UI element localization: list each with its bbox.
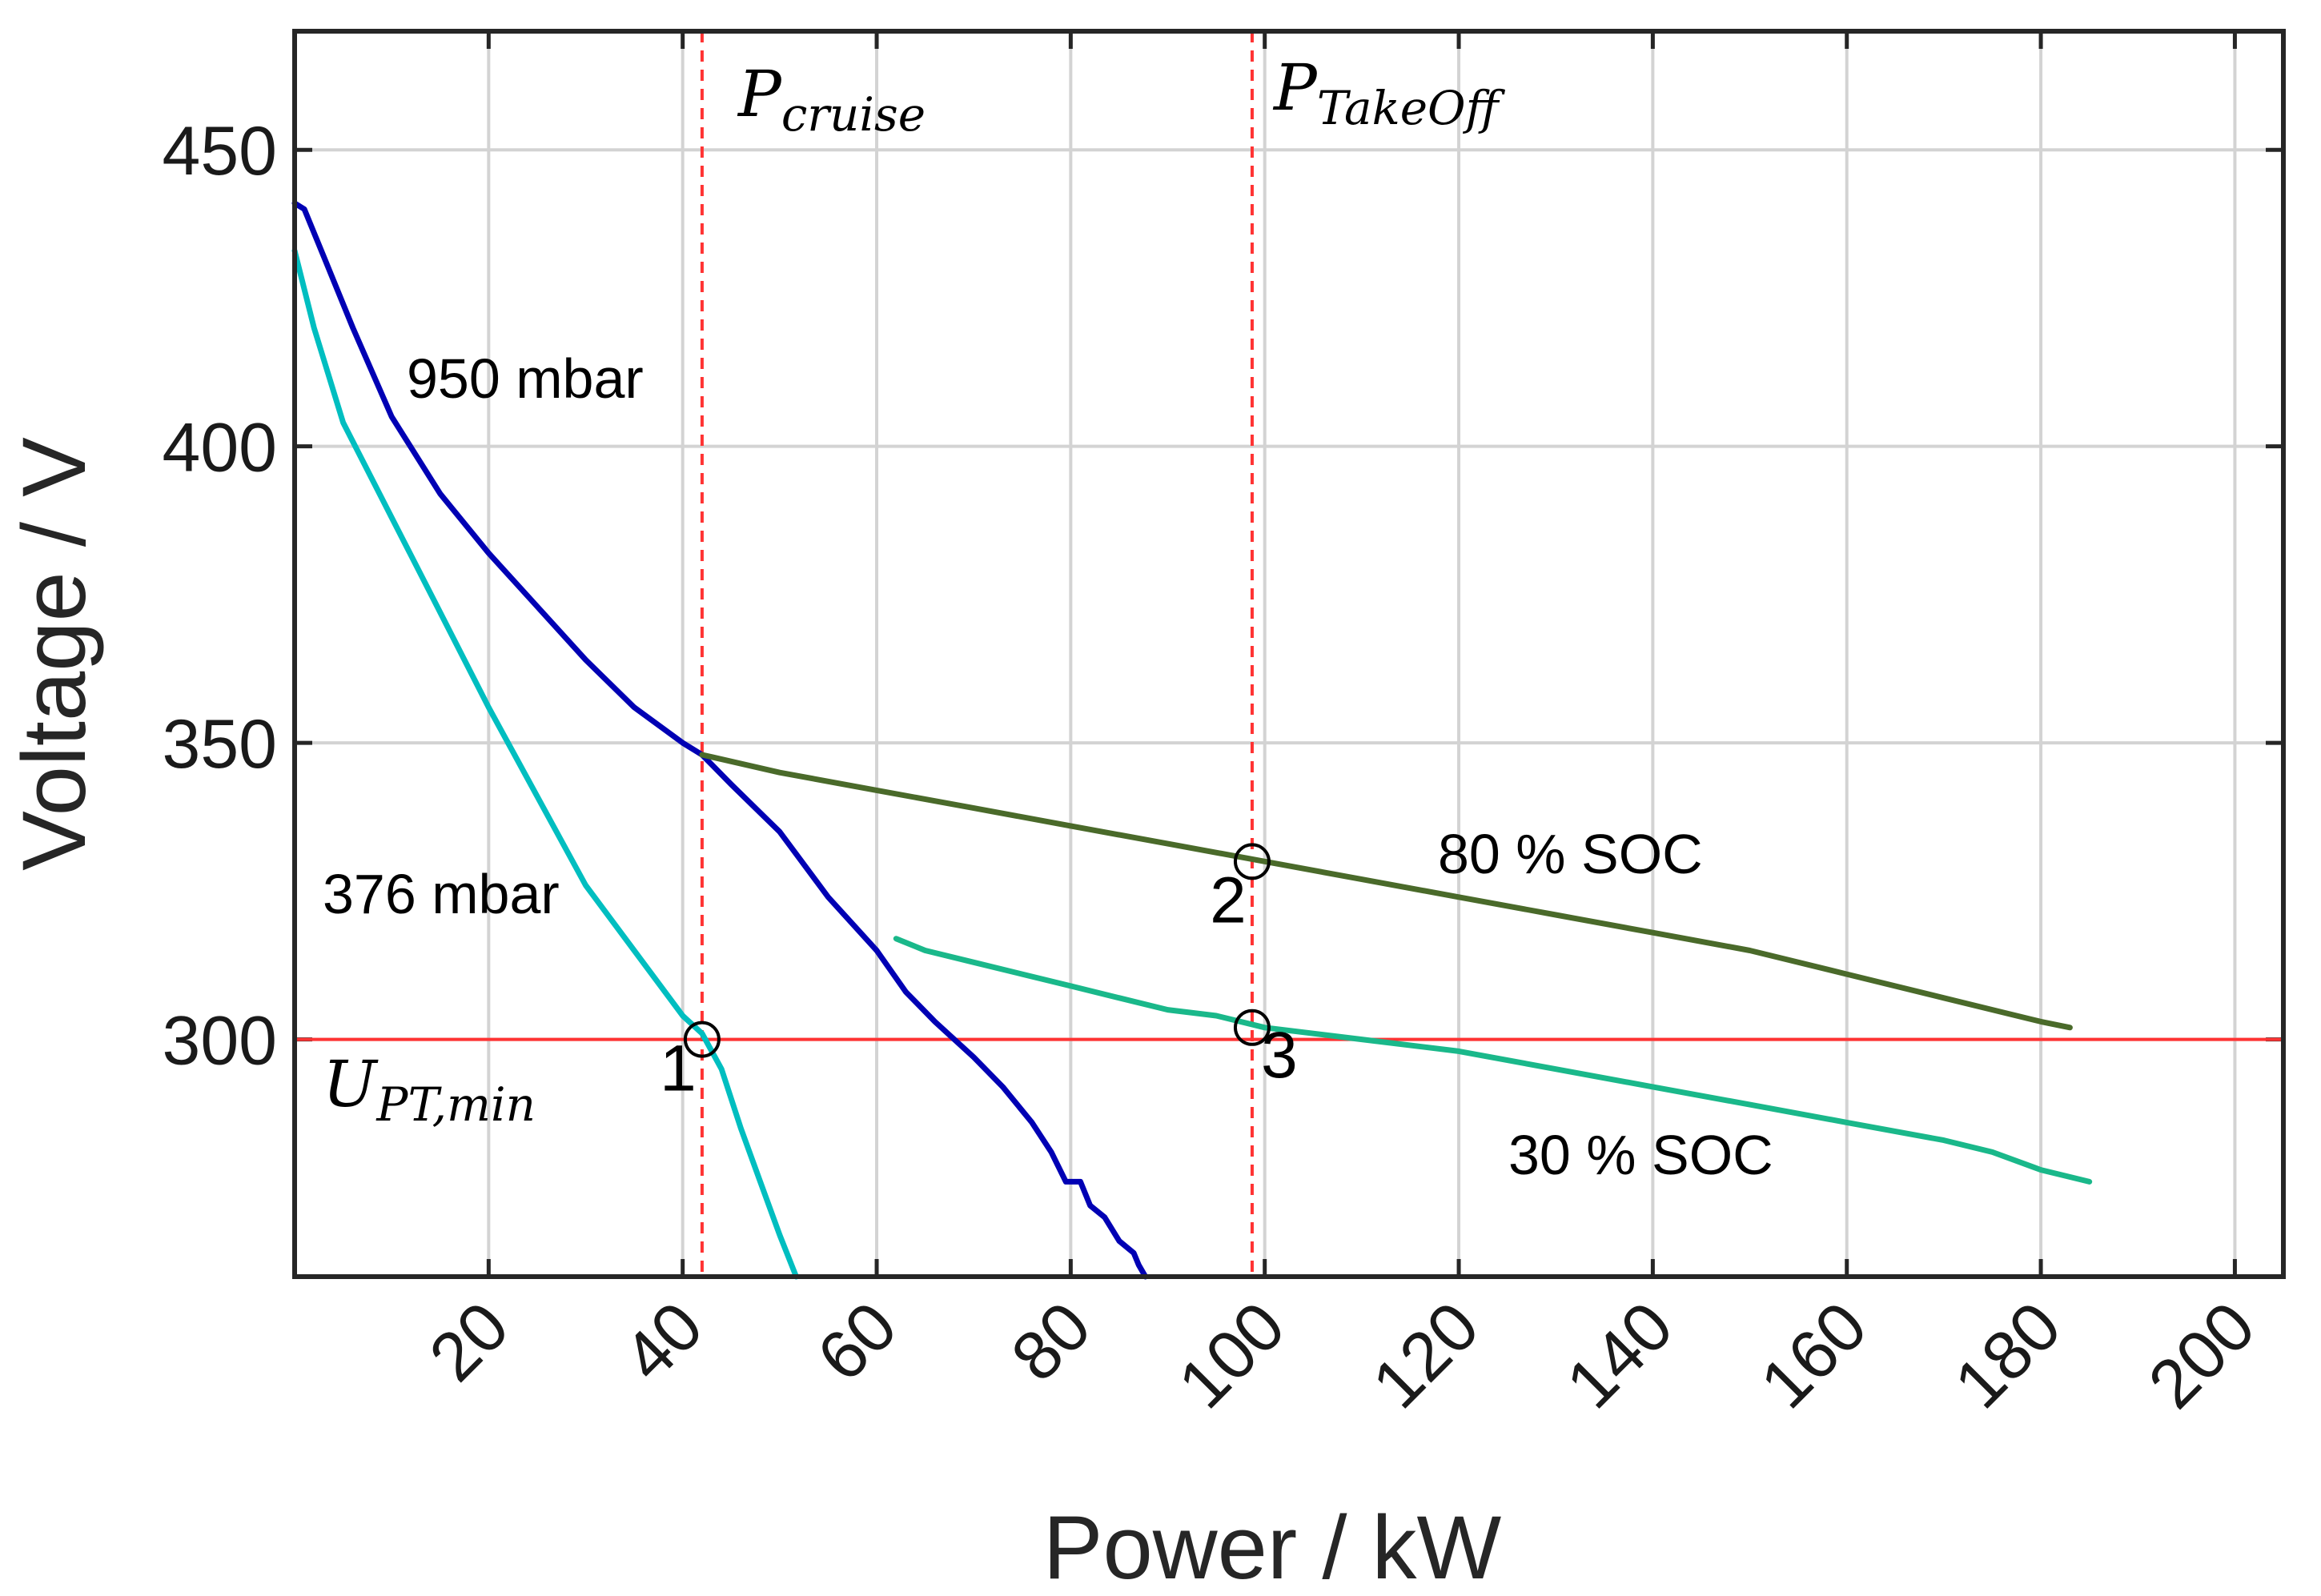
p-takeoff-base: P (1272, 50, 1318, 125)
annotation-30-soc: 30 % SOC (1508, 1124, 1773, 1186)
p-takeoff-label: PTakeOff (1272, 50, 1506, 135)
reference-lines (295, 31, 2283, 1277)
point-marker-3 (1233, 1009, 1271, 1046)
y-tick-labels: 300 350 400 450 (163, 113, 278, 1079)
series-line-30-soc (893, 936, 2093, 1185)
plot-area (295, 31, 2283, 1277)
annotation-376-mbar: 376 mbar (323, 863, 560, 925)
y-axis-title: Voltage / V (4, 437, 104, 871)
point-marker-2 (1233, 843, 1271, 880)
annotation-950-mbar: 950 mbar (407, 347, 644, 410)
y-tick-label: 450 (163, 113, 278, 190)
series-line-376-mbar (291, 247, 799, 1280)
point-marker-1 (683, 1021, 721, 1058)
y-tick-label: 400 (163, 410, 278, 487)
y-tick-label: 300 (163, 1003, 278, 1080)
p-cruise-sub: cruise (781, 87, 926, 142)
annotation-80-soc: 80 % SOC (1438, 823, 1703, 885)
plot-frame (292, 29, 2286, 1279)
point-label-3: 3 (1261, 1019, 1298, 1092)
point-label-2: 2 (1210, 864, 1247, 936)
p-takeoff-sub: TakeOff (1317, 81, 1506, 135)
y-tick-label: 350 (163, 706, 278, 783)
u-pt-min-sub: PT,min (375, 1077, 536, 1132)
p-cruise-base: P (737, 57, 782, 131)
u-pt-min-base: U (323, 1047, 379, 1121)
series-line-950-mbar (291, 200, 1149, 1280)
p-cruise-label: Pcruise (737, 57, 926, 142)
x-axis-title: Power / kW (1043, 1498, 1502, 1596)
point-label-1: 1 (660, 1033, 697, 1105)
data-series (291, 200, 2093, 1280)
series-line-80-soc (699, 752, 2073, 1031)
u-pt-min-label: UPT,min (323, 1047, 536, 1132)
operating-points: 1 2 3 (660, 843, 1298, 1105)
